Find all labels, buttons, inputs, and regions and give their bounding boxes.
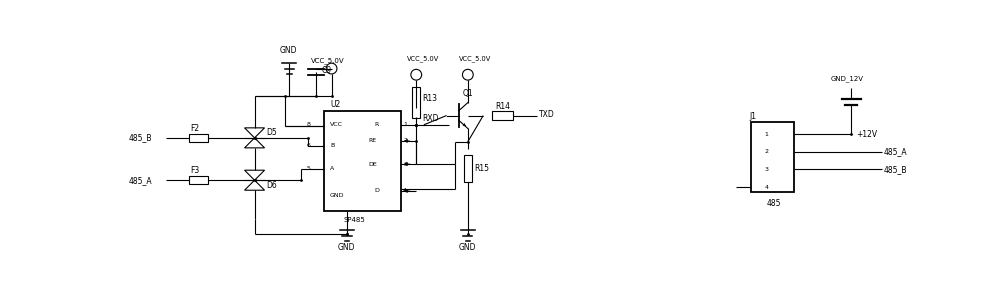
Bar: [189, 134, 208, 142]
Text: Q1: Q1: [462, 90, 473, 99]
Text: VCC_5.0V: VCC_5.0V: [407, 55, 439, 62]
Text: 1: 1: [403, 122, 407, 127]
Text: 485_B: 485_B: [884, 165, 907, 174]
Text: VCC_5.0V: VCC_5.0V: [311, 58, 345, 64]
Bar: [189, 176, 208, 184]
Text: 2: 2: [403, 138, 407, 143]
Text: R13: R13: [422, 94, 437, 103]
Bar: [324, 111, 401, 211]
Text: 4: 4: [764, 185, 768, 190]
Text: VCC: VCC: [330, 121, 343, 127]
Text: U2: U2: [330, 100, 340, 109]
Text: RXD: RXD: [422, 114, 439, 123]
Text: 485_B: 485_B: [129, 133, 153, 142]
Text: +12V: +12V: [856, 129, 877, 138]
Text: GND: GND: [330, 193, 345, 198]
Text: GND: GND: [338, 243, 355, 253]
Text: TXD: TXD: [539, 110, 554, 119]
Text: RE: RE: [369, 138, 377, 143]
Text: D: D: [374, 188, 379, 194]
Text: SP485: SP485: [343, 217, 365, 223]
Text: 8: 8: [307, 122, 311, 127]
Text: 485: 485: [767, 199, 781, 208]
Text: GND: GND: [459, 243, 476, 253]
Text: GND: GND: [279, 46, 297, 55]
Text: VCC_5.0V: VCC_5.0V: [459, 55, 491, 62]
Text: C9: C9: [322, 66, 332, 75]
Bar: [751, 123, 794, 192]
Text: 5: 5: [307, 166, 311, 171]
Text: 6: 6: [307, 143, 311, 148]
Text: D5: D5: [266, 128, 277, 137]
Text: 2: 2: [764, 149, 768, 154]
Text: B: B: [330, 143, 334, 148]
Text: A: A: [330, 166, 334, 171]
Text: R: R: [374, 122, 378, 127]
Text: 485_A: 485_A: [129, 176, 153, 185]
Text: 3: 3: [403, 162, 407, 166]
Text: R15: R15: [474, 164, 489, 173]
Text: 1: 1: [764, 131, 768, 136]
Bar: [412, 87, 420, 118]
Text: F2: F2: [191, 124, 200, 133]
Text: F3: F3: [191, 166, 200, 175]
Text: GND_12V: GND_12V: [831, 75, 864, 82]
Text: J1: J1: [750, 112, 757, 121]
Text: 3: 3: [764, 167, 768, 172]
Text: D6: D6: [266, 181, 277, 190]
Text: 485_A: 485_A: [884, 147, 907, 156]
Text: R14: R14: [495, 102, 510, 111]
Bar: [464, 155, 472, 182]
Text: DE: DE: [369, 162, 377, 166]
Text: 4: 4: [403, 188, 407, 194]
Bar: [492, 111, 513, 120]
